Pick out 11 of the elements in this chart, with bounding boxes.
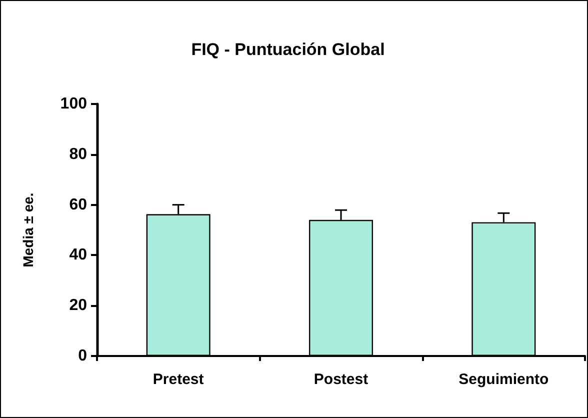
y-tick-label: 80 [69,146,88,163]
y-tick-label: 100 [60,96,88,112]
y-tick-label: 40 [69,246,88,264]
y-tick-label: 20 [69,297,88,314]
y-axis-title: Media ± ee. [20,192,36,268]
x-tick-label: Postest [314,371,368,388]
y-tick-label: 60 [69,196,88,214]
x-tick-label: Pretest [152,371,204,388]
chart-title: FIQ - Puntuación Global [191,40,385,59]
x-tick-label: Seguimiento [458,371,549,388]
y-tick-label: 0 [78,348,88,364]
